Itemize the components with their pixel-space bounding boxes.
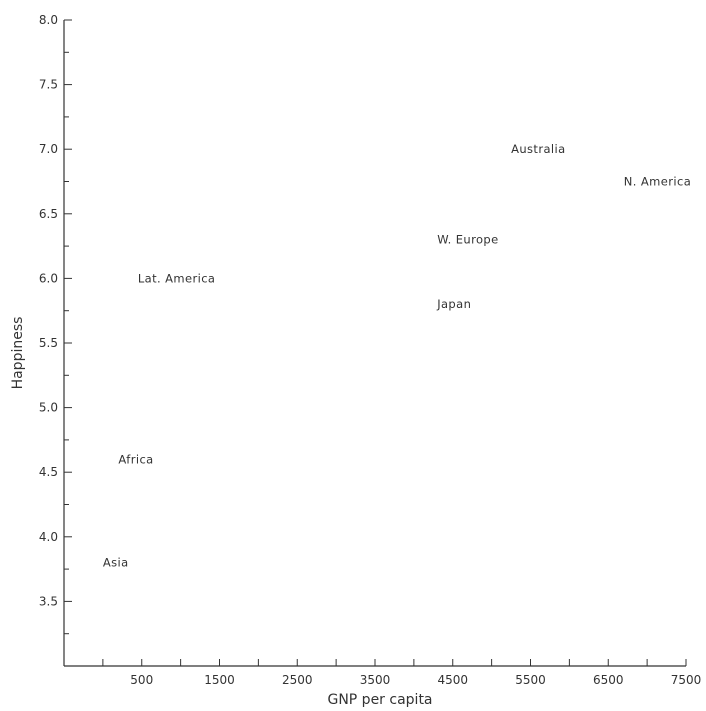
- data-point-label: Japan: [436, 297, 471, 311]
- y-axis-ticks: 3.5 4.0 4.5 5.0 5.5 6.0 6.5 7.0 7.5 8.0: [39, 13, 72, 667]
- y-tick-label: 7.0: [39, 142, 58, 156]
- y-tick-label: 3.5: [39, 594, 58, 608]
- x-axis-title: GNP per capita: [327, 692, 432, 708]
- data-point-label: Asia: [103, 556, 129, 570]
- data-point-label: N. America: [624, 175, 691, 189]
- x-tick-label: 4500: [437, 673, 468, 687]
- y-tick-label: 5.5: [39, 336, 58, 350]
- x-tick-label: 1500: [204, 673, 235, 687]
- x-tick-label: 500: [130, 673, 153, 687]
- data-point-label: W. Europe: [437, 233, 498, 247]
- data-points: Asia Africa Lat. America Japan W. Europe Aust…: [103, 142, 691, 569]
- y-tick-label: 8.0: [39, 13, 58, 27]
- x-tick-label: 5500: [515, 673, 546, 687]
- x-axis-ticks: 500 1500 2500 3500 4500 5500 6500 7500: [102, 659, 702, 687]
- data-point-label: Africa: [118, 452, 153, 466]
- x-tick-label: 2500: [282, 673, 313, 687]
- y-tick-label: 4.5: [39, 465, 58, 479]
- data-point-label: Australia: [511, 142, 565, 156]
- data-point-label: Lat. America: [138, 271, 216, 285]
- y-axis-title: Happiness: [10, 317, 26, 390]
- y-tick-label: 5.0: [39, 401, 58, 415]
- y-tick-label: 6.5: [39, 207, 58, 221]
- y-tick-label: 6.0: [39, 271, 58, 285]
- x-tick-label: 7500: [671, 673, 702, 687]
- x-tick-label: 6500: [593, 673, 624, 687]
- y-tick-label: 4.0: [39, 530, 58, 544]
- x-tick-label: 3500: [360, 673, 391, 687]
- y-tick-label: 7.5: [39, 78, 58, 92]
